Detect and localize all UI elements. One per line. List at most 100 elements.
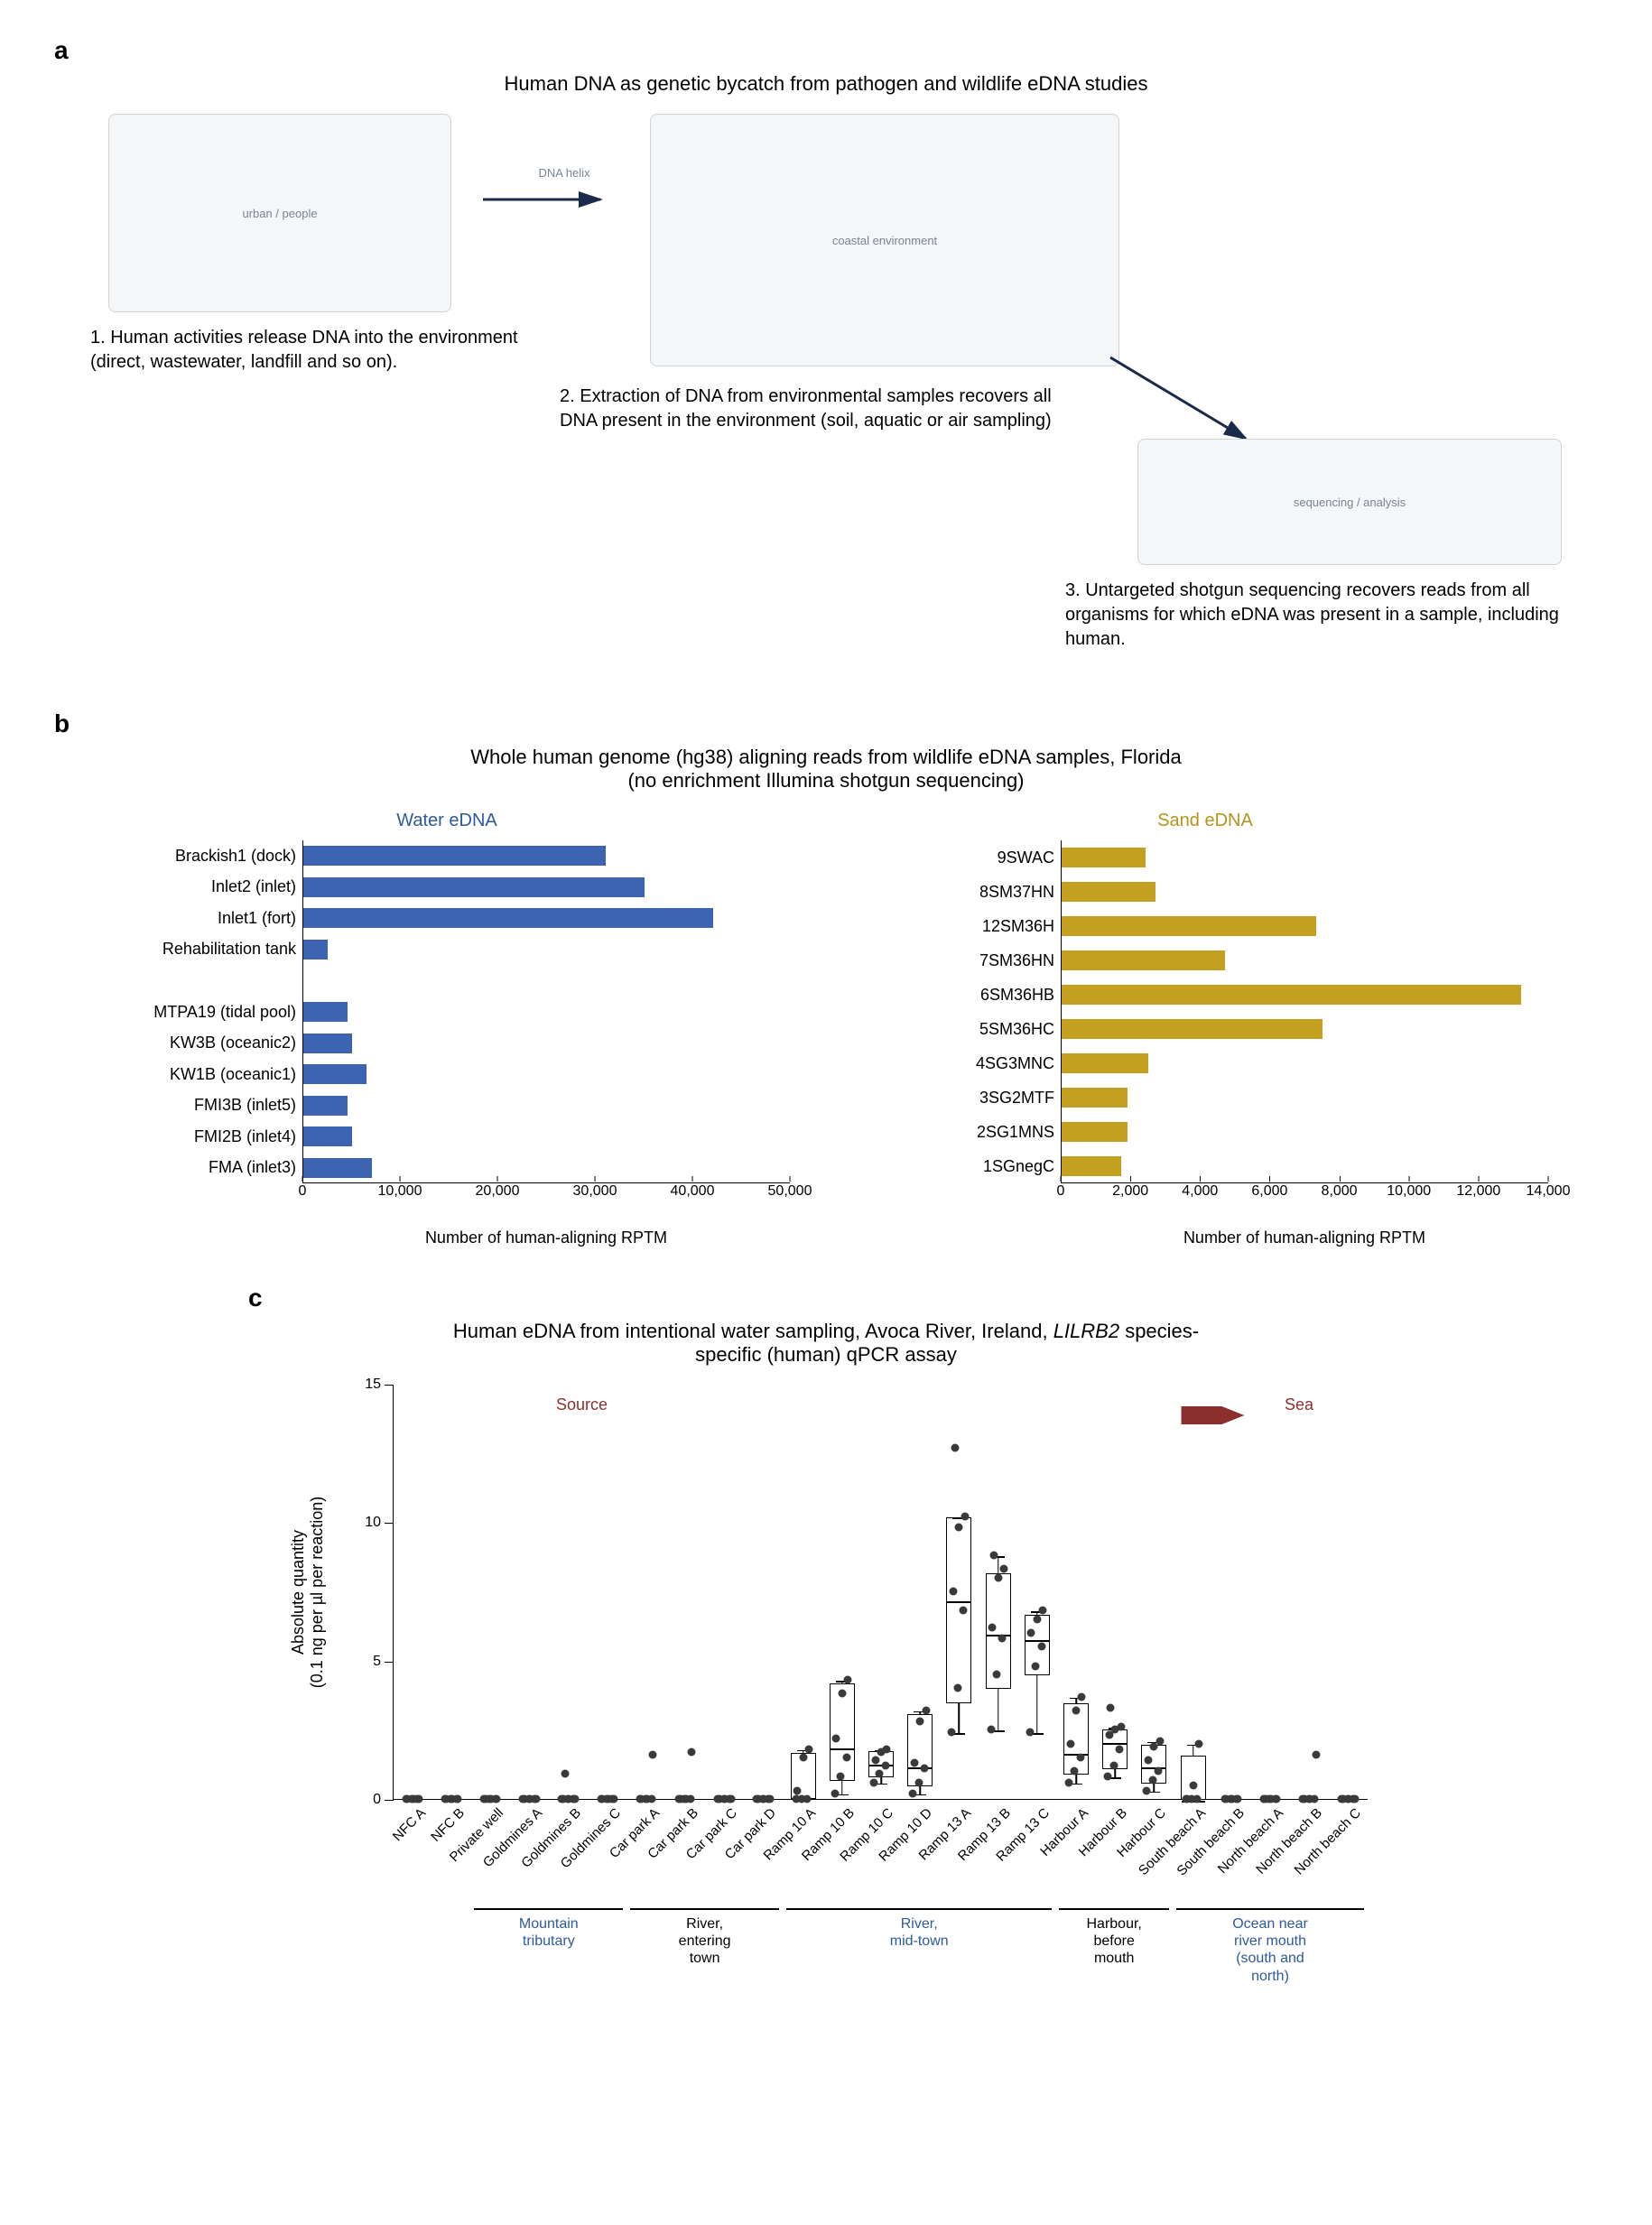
- water-bar-label: Brackish1 (dock): [114, 847, 303, 866]
- water-bar: [303, 1034, 352, 1053]
- panel-b-label: b: [54, 709, 70, 737]
- data-point: [831, 1789, 839, 1797]
- sand-xtick: 2,000: [1112, 1183, 1148, 1200]
- panel-b: b Whole human genome (hg38) aligning rea…: [54, 709, 1598, 1247]
- data-point: [961, 1513, 969, 1521]
- panel-a: a Human DNA as genetic bycatch from path…: [54, 36, 1598, 673]
- data-point: [910, 1759, 918, 1767]
- water-bar-label: FMI3B (inlet5): [114, 1096, 303, 1115]
- illustration-urban: urban / people: [108, 114, 451, 312]
- dna-icon: DNA helix: [533, 150, 596, 195]
- water-bar: [303, 877, 645, 897]
- sand-xtick: 4,000: [1182, 1183, 1218, 1200]
- sand-bar-label: 9SWAC: [872, 848, 1062, 867]
- group-bracket: [786, 1908, 1052, 1910]
- sand-bar-label: 1SGnegC: [872, 1157, 1062, 1176]
- water-bar: [303, 908, 713, 928]
- data-point: [871, 1757, 879, 1765]
- water-bar-label: KW1B (oceanic1): [114, 1065, 303, 1084]
- data-point: [950, 1588, 958, 1596]
- data-point: [922, 1706, 930, 1714]
- panel-c: c Human eDNA from intentional water samp…: [54, 1284, 1598, 1935]
- sand-bar-label: 2SG1MNS: [872, 1123, 1062, 1142]
- source-sea-gradient: Source Sea: [556, 1395, 1313, 1423]
- group-label: River, entering town: [679, 1915, 731, 1968]
- data-point: [948, 1729, 956, 1737]
- data-point: [953, 1684, 961, 1692]
- sand-row: 8SM37HN: [1062, 882, 1155, 902]
- data-point: [649, 1750, 657, 1758]
- panel-a-title: Human DNA as genetic bycatch from pathog…: [54, 72, 1598, 96]
- data-point: [1072, 1706, 1081, 1714]
- data-point: [838, 1690, 846, 1698]
- data-point: [914, 1778, 923, 1786]
- data-point: [1116, 1745, 1124, 1753]
- data-point: [987, 1726, 995, 1734]
- sand-bar: [1062, 1088, 1128, 1108]
- c-ylabel: Absolute quantity (0.1 ng per µl per rea…: [289, 1496, 327, 1687]
- water-bar-label: Rehabilitation tank: [114, 940, 303, 959]
- data-point: [1066, 1739, 1074, 1748]
- boxplot-area: Absolute quantity (0.1 ng per µl per rea…: [393, 1385, 1368, 1800]
- sand-bar: [1062, 1019, 1323, 1039]
- sand-bar-label: 4SG3MNC: [872, 1054, 1062, 1073]
- water-row: FMI2B (inlet4): [303, 1126, 352, 1146]
- step3-caption: 3. Untargeted shotgun sequencing recover…: [1065, 579, 1589, 652]
- data-point: [1117, 1723, 1125, 1731]
- group-bracket: [474, 1908, 623, 1910]
- group-bracket: [1176, 1908, 1364, 1910]
- sand-xtick: 0: [1057, 1183, 1065, 1200]
- sand-row: 3SG2MTF: [1062, 1088, 1128, 1108]
- water-subtitle: Water eDNA: [104, 811, 790, 831]
- c-ytick: 10: [365, 1515, 394, 1531]
- sand-bar: [1062, 950, 1225, 970]
- sand-bar-label: 8SM37HN: [872, 883, 1062, 902]
- data-point: [1155, 1737, 1164, 1745]
- water-xtick: 30,000: [573, 1183, 617, 1200]
- data-point: [1104, 1773, 1112, 1781]
- c-category-label: NFC A: [389, 1805, 428, 1844]
- sand-bar: [1062, 1053, 1148, 1073]
- sand-row: 1SGnegC: [1062, 1156, 1121, 1176]
- water-row: Brackish1 (dock): [303, 846, 606, 866]
- sand-bar-label: 5SM36HC: [872, 1020, 1062, 1039]
- data-point: [688, 1748, 696, 1756]
- data-point: [870, 1778, 878, 1786]
- sea-label: Sea: [1285, 1395, 1313, 1414]
- sand-bar: [1062, 985, 1521, 1005]
- data-point: [916, 1718, 924, 1726]
- sand-row: 7SM36HN: [1062, 950, 1225, 970]
- water-bar-label: KW3B (oceanic2): [114, 1034, 303, 1052]
- water-bar-label: Inlet2 (inlet): [114, 877, 303, 896]
- data-point: [1143, 1786, 1151, 1794]
- water-row: KW3B (oceanic2): [303, 1034, 352, 1053]
- water-chart: Water eDNA Brackish1 (dock)Inlet2 (inlet…: [104, 811, 790, 1247]
- water-xlabel: Number of human-aligning RPTM: [302, 1228, 790, 1247]
- sand-row: 5SM36HC: [1062, 1019, 1323, 1039]
- data-point: [955, 1524, 963, 1532]
- sand-bar-label: 12SM36H: [872, 917, 1062, 936]
- sand-row: 6SM36HB: [1062, 985, 1521, 1005]
- data-point: [837, 1773, 845, 1781]
- sand-xtick: 10,000: [1387, 1183, 1431, 1200]
- panel-b-title: Whole human genome (hg38) aligning reads…: [54, 746, 1598, 793]
- sand-row: 9SWAC: [1062, 848, 1146, 867]
- water-row: FMI3B (inlet5): [303, 1096, 348, 1116]
- data-point: [1195, 1739, 1203, 1748]
- data-point: [988, 1623, 997, 1631]
- data-point: [1039, 1607, 1047, 1615]
- data-point: [844, 1676, 852, 1684]
- water-bar: [303, 846, 606, 866]
- data-point: [1027, 1629, 1035, 1637]
- sand-bar-label: 6SM36HB: [872, 986, 1062, 1005]
- sand-bar: [1062, 882, 1155, 902]
- water-bar: [303, 940, 328, 960]
- water-row: Inlet2 (inlet): [303, 877, 645, 897]
- water-bar-label: Inlet1 (fort): [114, 909, 303, 928]
- data-point: [1145, 1757, 1153, 1765]
- data-point: [1078, 1692, 1086, 1701]
- data-point: [799, 1754, 807, 1762]
- water-xtick: 0: [299, 1183, 307, 1200]
- data-point: [1071, 1767, 1079, 1775]
- c-category-label: South beach B: [1174, 1805, 1248, 1879]
